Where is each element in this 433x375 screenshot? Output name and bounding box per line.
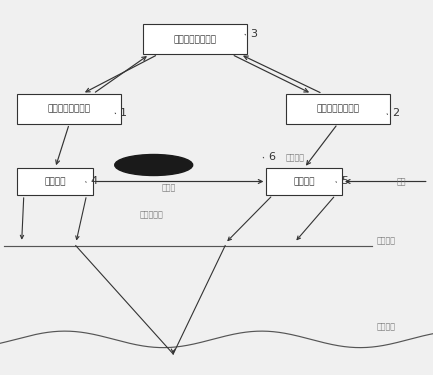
Bar (143, 24, 247, 54)
Text: 雷达信号发射电路: 雷达信号发射电路 (48, 104, 91, 113)
Text: 6: 6 (268, 152, 275, 162)
Text: 噪声: 噪声 (397, 177, 407, 186)
Text: 检测表面: 检测表面 (377, 237, 396, 246)
Text: 发射天线: 发射天线 (45, 177, 66, 186)
Text: 地表发射波: 地表发射波 (140, 210, 163, 219)
Bar (17, 94, 121, 124)
Text: 各墙层面: 各墙层面 (377, 322, 396, 332)
Bar (17, 168, 93, 195)
Bar (286, 94, 390, 124)
Text: 雷达成像处理单元: 雷达成像处理单元 (173, 35, 216, 44)
Bar (266, 168, 342, 195)
Text: 接收天线: 接收天线 (294, 177, 315, 186)
Text: 3: 3 (250, 29, 257, 39)
Text: 1: 1 (120, 108, 127, 117)
Text: 2: 2 (392, 108, 399, 118)
Text: 4: 4 (91, 176, 98, 186)
Text: 5: 5 (341, 176, 348, 186)
Text: 目标阻抗: 目标阻抗 (286, 153, 305, 162)
Text: 雷达信号接收电路: 雷达信号接收电路 (316, 104, 359, 113)
Text: 耦合波: 耦合波 (162, 184, 176, 193)
Ellipse shape (115, 154, 193, 176)
